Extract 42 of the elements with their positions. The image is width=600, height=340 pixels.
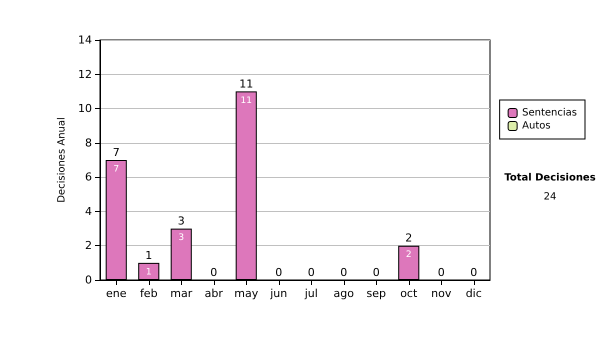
total-label: 0 [275,266,282,279]
total-label: 0 [470,266,478,279]
total-label: 0 [210,266,218,279]
total-label: 7 [112,146,120,159]
x-tick-label: mar [170,287,193,300]
x-tick-label: dic [466,287,482,300]
y-tick-label: 0 [85,274,92,286]
y-tick-label: 8 [85,136,92,150]
data-label: 7 [113,164,120,174]
x-tick-label: nov [431,287,452,300]
x-tick-label: feb [140,287,158,300]
x-tick-label: ago [334,287,354,300]
y-tick-label: 14 [78,34,92,46]
y-axis-title: Decisiones Anual [56,117,68,203]
total-label: 0 [438,266,445,279]
y-tick-label: 10 [78,102,92,116]
x-tick-label: may [234,287,259,300]
data-label: 2 [406,250,412,260]
data-label: 3 [178,233,184,244]
x-tick-label: ene [106,287,127,300]
data-label: 1 [146,267,152,278]
y-tick-label: 4 [85,204,92,218]
total-label: 0 [340,266,348,279]
x-tick-label: oct [400,287,418,300]
total-label: 0 [372,266,380,279]
x-tick-label: jun [269,287,288,300]
text: Total Decisiones [504,172,596,184]
total-label: 11 [239,77,254,90]
x-tick-label: sep [366,287,386,300]
total-label: 2 [405,232,412,245]
text: 24 [544,192,556,202]
x-tick-label: abr [204,287,224,300]
legend-label: Sentencias [522,108,578,118]
y-tick-label: 6 [85,170,92,184]
data-label: 11 [240,96,252,106]
legend-label: Autos [522,120,551,132]
x-tick-label: jul [304,287,318,300]
y-tick-label: 2 [85,239,92,252]
total-label: 0 [308,266,315,279]
total-label: 1 [145,248,152,262]
y-tick-label: 12 [78,68,92,81]
total-label: 3 [178,214,185,228]
